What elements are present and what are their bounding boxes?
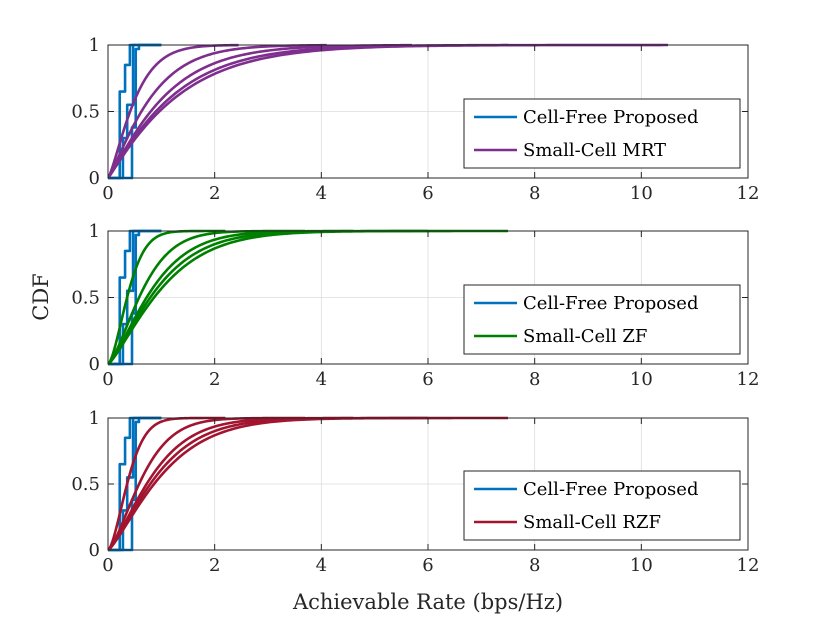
x-tick-label: 10 — [630, 183, 653, 204]
y-axis-label: CDF — [29, 273, 53, 320]
x-tick-label: 10 — [630, 369, 653, 390]
y-tick-label: 0.5 — [71, 288, 100, 309]
x-tick-label: 12 — [737, 555, 760, 576]
legend: Cell-Free Proposed Small-Cell RZF — [463, 470, 741, 541]
legend: Cell-Free Proposed Small-Cell MRT — [463, 98, 741, 169]
legend-label: Small-Cell RZF — [523, 512, 661, 533]
legend-box — [463, 98, 741, 169]
series-line-1-3 — [108, 416, 162, 552]
x-tick-label: 10 — [630, 555, 653, 576]
series-line-2-1 — [108, 43, 240, 179]
legend: Cell-Free Proposed Small-Cell ZF — [463, 284, 741, 355]
x-tick-label: 0 — [102, 183, 113, 204]
x-tick-label: 2 — [209, 555, 220, 576]
chart-panel-2: 0 2 4 6 8 10 12 0 0.5 1 Cell-Free Proposed Small-Ce… — [71, 221, 759, 390]
x-tick-label: 8 — [529, 369, 540, 390]
y-tick-label: 1 — [89, 35, 100, 56]
x-tick-label: 4 — [316, 183, 327, 204]
x-tick-label: 2 — [209, 183, 220, 204]
x-tick-label: 8 — [529, 183, 540, 204]
y-tick-label: 0 — [89, 354, 100, 375]
y-tick-label: 0 — [89, 540, 100, 561]
x-axis-label: Achievable Rate (bps/Hz) — [292, 590, 563, 614]
chart-panel-3: 0 2 4 6 8 10 12 0 0.5 1 Cell-Free Proposed Small-Ce… — [71, 408, 759, 576]
series-line-1-3 — [108, 43, 162, 180]
legend-label: Small-Cell MRT — [523, 140, 666, 161]
x-tick-label: 0 — [102, 555, 113, 576]
x-tick-label: 0 — [102, 369, 113, 390]
legend-label: Small-Cell ZF — [523, 326, 647, 347]
legend-label: Cell-Free Proposed — [523, 107, 698, 128]
series-line-1-2 — [108, 416, 162, 552]
x-tick-label: 4 — [316, 555, 327, 576]
y-tick-label: 0.5 — [71, 474, 100, 495]
legend-label: Cell-Free Proposed — [523, 293, 698, 314]
chart-panel-1: 0 2 4 6 8 10 12 0 0.5 1 Cell-Free Proposed Small-Ce… — [71, 35, 759, 204]
y-tick-label: 1 — [89, 408, 100, 429]
legend-box — [463, 284, 741, 355]
series-line-1-1 — [108, 43, 162, 180]
y-tick-label: 1 — [89, 221, 100, 242]
series-line-2-2 — [108, 43, 327, 179]
series-line-1-3 — [108, 229, 162, 366]
legend-box — [463, 470, 741, 541]
x-tick-label: 2 — [209, 369, 220, 390]
x-tick-label: 6 — [422, 555, 433, 576]
x-tick-label: 12 — [737, 369, 760, 390]
y-tick-label: 0.5 — [71, 102, 100, 123]
y-tick-label: 0 — [89, 168, 100, 189]
x-tick-label: 8 — [529, 555, 540, 576]
series-line-1-2 — [108, 229, 162, 366]
x-tick-label: 12 — [737, 183, 760, 204]
x-tick-label: 4 — [316, 369, 327, 390]
x-tick-label: 6 — [422, 369, 433, 390]
x-tick-label: 6 — [422, 183, 433, 204]
series-group — [108, 43, 668, 180]
legend-label: Cell-Free Proposed — [523, 479, 698, 500]
